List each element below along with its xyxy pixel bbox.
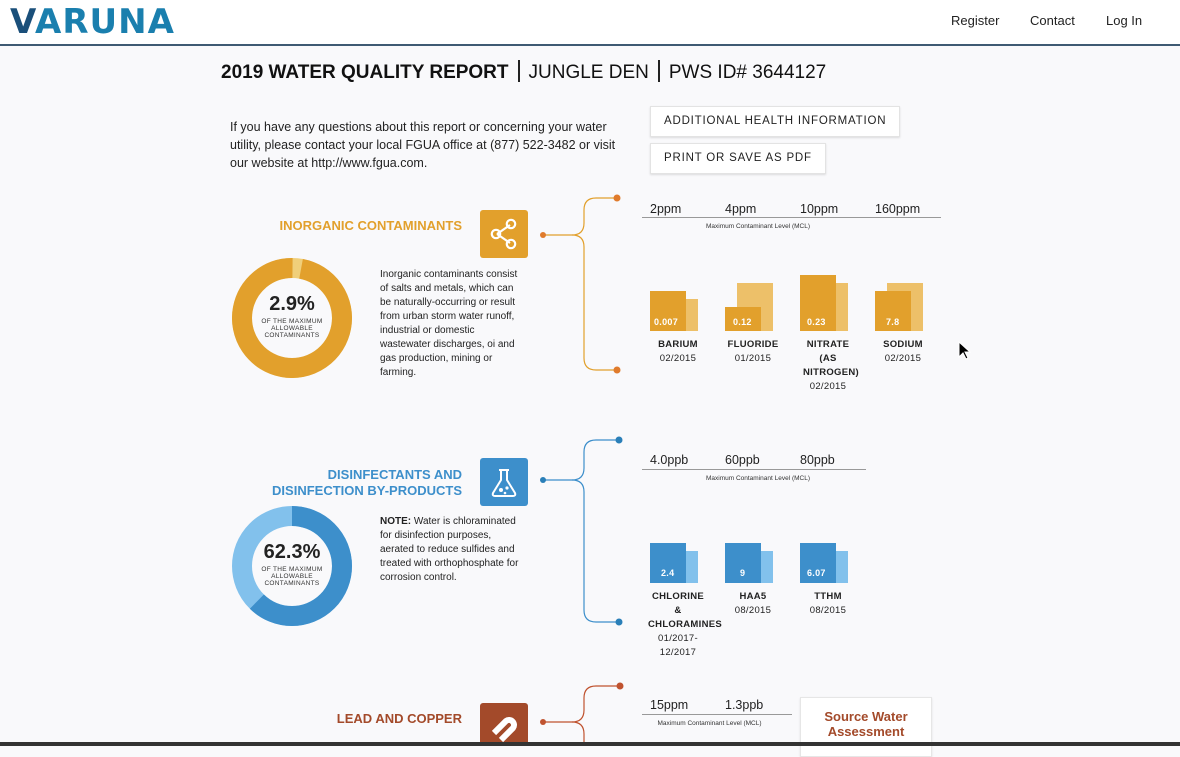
bar-value: 0.007 bbox=[654, 317, 679, 327]
bar-nitrate bbox=[800, 275, 836, 331]
inorganic-percent: 2.9% bbox=[269, 293, 315, 315]
utility-name: JUNGLE DEN bbox=[528, 62, 649, 83]
inorganic-percent-block: 2.9% OF THE MAXIMUM ALLOWABLE CONTAMINAN… bbox=[232, 293, 352, 339]
lead-mcl-row: 15ppm 1.3ppb bbox=[650, 698, 800, 714]
varuna-logo[interactable]: VARUNA bbox=[10, 2, 175, 42]
bar-sodium bbox=[875, 291, 911, 331]
mcl-divider bbox=[642, 217, 941, 218]
bar-value: 0.12 bbox=[733, 317, 752, 327]
disinfectants-title: DISINFECTANTS AND DISINFECTION BY-PRODUC… bbox=[272, 467, 462, 498]
mcl-caption: Maximum Contaminant Level (MCL) bbox=[705, 223, 811, 230]
contaminant-label: NITRATE (AS NITROGEN) 02/2015 bbox=[803, 339, 860, 392]
inorganic-donut-chart bbox=[232, 258, 352, 378]
bar-tthm bbox=[800, 543, 836, 583]
contaminant-label: HAA5 08/2015 bbox=[734, 591, 772, 616]
login-link[interactable]: Log In bbox=[1106, 13, 1143, 28]
mouse-cursor-icon bbox=[958, 341, 972, 360]
pws-id: PWS ID# 3644127 bbox=[668, 62, 827, 83]
mcl-value: 60ppb bbox=[725, 453, 760, 467]
report-title: 2019 WATER QUALITY REPORT bbox=[221, 62, 509, 83]
bar-value: 2.4 bbox=[661, 568, 675, 578]
bar-barium bbox=[650, 291, 686, 331]
mcl-value: 15ppm bbox=[650, 698, 689, 712]
contaminant-label: CHLORINE & CHLORAMINES 01/2017-12/2017 bbox=[648, 591, 723, 658]
contaminant-label: TTHM 08/2015 bbox=[809, 591, 847, 616]
bar-value: 6.07 bbox=[807, 568, 826, 578]
mcl-value: 1.3ppb bbox=[725, 698, 764, 712]
inorganic-title: INORGANIC CONTAMINANTS bbox=[279, 218, 462, 233]
flask-icon bbox=[480, 458, 528, 506]
disinfect-donut-chart bbox=[232, 506, 352, 626]
additional-health-info-button[interactable]: ADDITIONAL HEALTH INFORMATION bbox=[650, 106, 901, 137]
source-water-assessment-button[interactable]: Source Water Assessment bbox=[800, 697, 932, 757]
mcl-divider bbox=[642, 714, 792, 715]
inorganic-percent-caption: OF THE MAXIMUM ALLOWABLE CONTAMINANTS bbox=[261, 318, 323, 339]
contaminant-label: FLUORIDE 01/2015 bbox=[727, 339, 779, 364]
mcl-caption: Maximum Contaminant Level (MCL) bbox=[705, 475, 811, 482]
inorganic-mcl-row: 2ppm 4ppm 10ppm 160ppm bbox=[650, 202, 950, 218]
print-pdf-button[interactable]: PRINT OR SAVE AS PDF bbox=[650, 143, 826, 174]
mcl-value: 2ppm bbox=[650, 202, 682, 216]
bar-value: 7.8 bbox=[886, 317, 900, 327]
top-navbar: VARUNA Register Contact Log In bbox=[0, 0, 1180, 46]
disinfect-percent: 62.3% bbox=[263, 541, 321, 563]
bottom-edge bbox=[0, 742, 1180, 746]
disinfect-description: NOTE: Water is chloraminated for disinfe… bbox=[380, 516, 519, 583]
contact-link[interactable]: Contact bbox=[1030, 13, 1075, 28]
magnet-icon bbox=[480, 703, 528, 746]
bar-fluoride bbox=[725, 307, 761, 331]
mcl-caption: Maximum Contaminant Level (MCL) bbox=[657, 720, 762, 727]
mcl-value: 4.0ppb bbox=[650, 453, 689, 467]
bar-value: 9 bbox=[740, 568, 746, 578]
mcl-value: 4ppm bbox=[725, 202, 757, 216]
register-link[interactable]: Register bbox=[951, 13, 1000, 28]
intro-text: If you have any questions about this rep… bbox=[230, 120, 616, 170]
lead-copper-title: LEAD AND COPPER bbox=[336, 711, 462, 726]
contaminant-label: BARIUM 02/2015 bbox=[658, 339, 698, 364]
inorganic-description: Inorganic contaminants consist of salts … bbox=[380, 269, 518, 378]
page-title: 2019 WATER QUALITY REPORT JUNGLE DEN PWS I… bbox=[221, 60, 826, 84]
disinfect-mcl-row: 4.0ppb 60ppb 80ppb bbox=[650, 453, 870, 469]
disinfect-percent-block: 62.3% OF THE MAXIMUM ALLOWABLE CONTAMINA… bbox=[232, 541, 352, 587]
contaminant-label: SODIUM 02/2015 bbox=[883, 339, 923, 364]
mcl-value: 10ppm bbox=[800, 202, 839, 216]
disinfect-percent-caption: OF THE MAXIMUM ALLOWABLE CONTAMINANTS bbox=[261, 566, 323, 587]
bar-value: 0.23 bbox=[807, 317, 826, 327]
share-nodes-icon bbox=[480, 210, 528, 258]
bar-chlorine bbox=[650, 543, 686, 583]
mcl-value: 80ppb bbox=[800, 453, 835, 467]
mcl-value: 160ppm bbox=[875, 202, 921, 216]
mcl-divider bbox=[642, 469, 866, 470]
bar-haa5 bbox=[725, 543, 761, 583]
